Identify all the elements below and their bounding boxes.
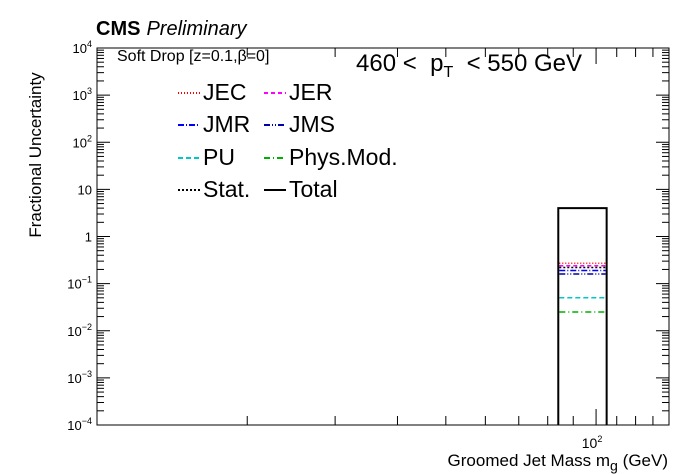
y-tick-label: 10 [78, 182, 92, 197]
legend-label-jms: JMS [289, 111, 335, 137]
x-axis-label-subscript: g [610, 458, 618, 474]
legend-label-jec: JEC [203, 79, 247, 105]
y-tick-label: 10−2 [67, 322, 92, 339]
cms-label: CMS Preliminary [96, 18, 246, 41]
y-tick-label: 10−3 [67, 369, 92, 386]
algorithm-annotation: Soft Drop [z=0.1,β=0] [117, 48, 270, 65]
legend-label-phys-mod-: Phys.Mod. [289, 144, 398, 170]
y-tick-label: 102 [73, 133, 92, 150]
series-total-step [557, 207, 608, 425]
y-tick-label: 104 [73, 39, 92, 56]
legend-label-jmr: JMR [203, 111, 251, 137]
legend-label-total: Total [289, 176, 338, 202]
x-axis-label: Groomed Jet Mass mg (GeV) [448, 451, 668, 474]
x-axis-label-text: Groomed Jet Mass m [447, 451, 611, 470]
y-tick-label: 10−1 [67, 275, 92, 292]
y-tick-label: 1 [85, 230, 92, 245]
pt-subscript: T [443, 63, 454, 81]
legend-label-jer: JER [289, 79, 333, 105]
pt-symbol: p [430, 50, 444, 77]
x-tick-label: 102 [582, 434, 603, 451]
y-axis-label: Fractional Uncertainty [26, 72, 45, 238]
experiment-name: CMS [96, 18, 141, 40]
plot-frame [96, 47, 670, 426]
status-label: Preliminary [146, 18, 247, 40]
pt-range-low: 460 < [356, 50, 417, 77]
pt-range-high: < 550 GeV [466, 50, 582, 77]
y-tick-label: 103 [73, 86, 92, 103]
x-axis-label-unit: (GeV) [622, 451, 668, 470]
y-tick-label: 10−4 [67, 416, 92, 433]
legend-label-pu: PU [203, 144, 235, 170]
pt-range-annotation: 460 < pT < 550 GeV [356, 50, 582, 82]
legend-label-stat-: Stat. [203, 176, 251, 202]
